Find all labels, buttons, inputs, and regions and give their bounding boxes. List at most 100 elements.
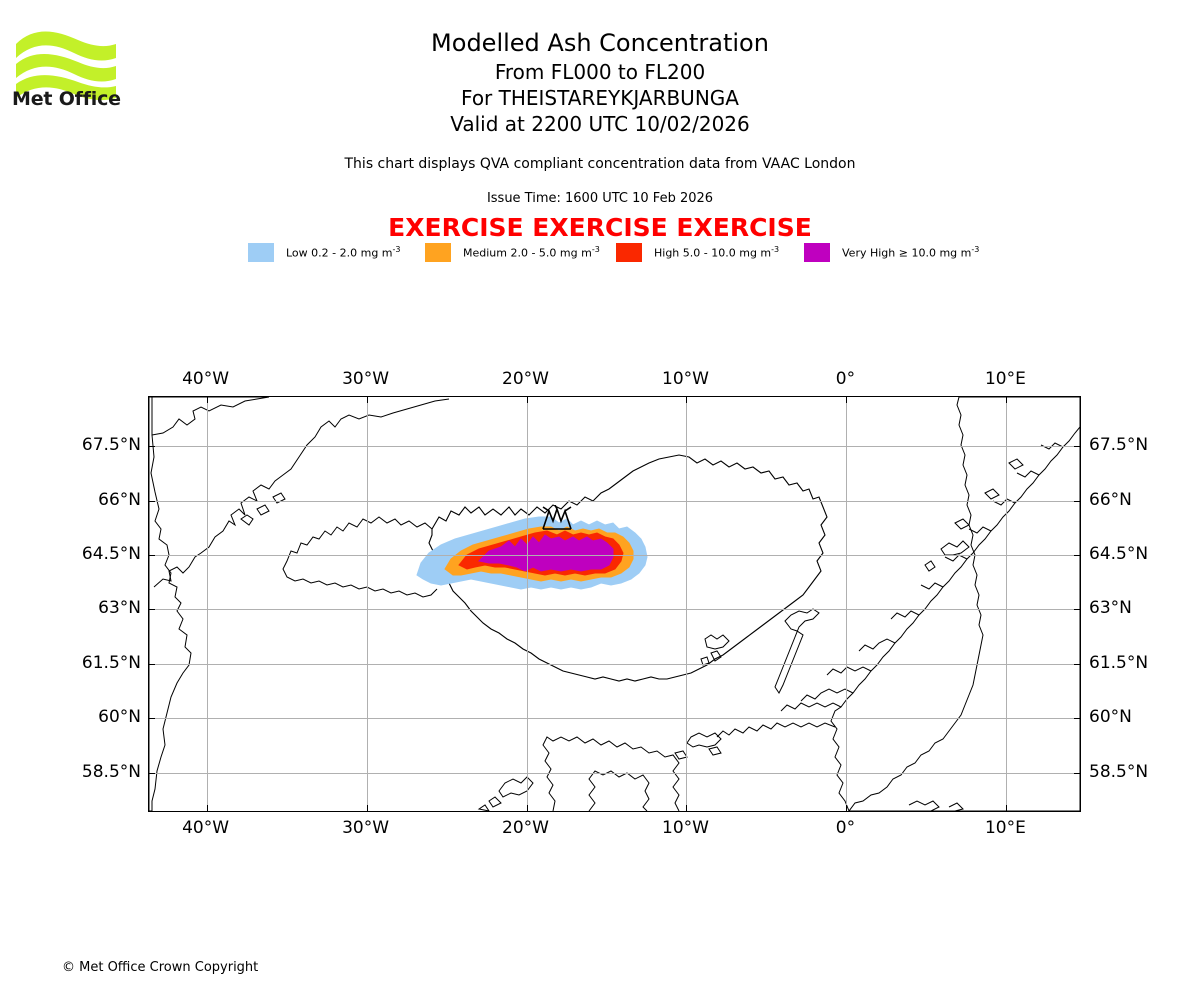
lon-label-bottom-4: 0° bbox=[835, 818, 856, 838]
lon-label-top-5: 10°E bbox=[984, 369, 1026, 389]
lat-label-left-5: 66°N bbox=[98, 489, 141, 510]
logo-wordmark: Met Office bbox=[12, 88, 121, 110]
volcano-source-marker bbox=[542, 505, 572, 530]
copyright-notice: © Met Office Crown Copyright bbox=[62, 960, 259, 975]
tick-bottom-lon-5 bbox=[1006, 805, 1008, 811]
coastline-greenland-detail bbox=[153, 398, 450, 588]
gridline-lat-6 bbox=[149, 446, 1080, 448]
coastline-iceland-fjords-nw bbox=[282, 516, 438, 598]
tick-top-lon-4 bbox=[846, 397, 848, 403]
coastline-hebrides bbox=[477, 776, 534, 811]
tick-left-lat-1 bbox=[149, 718, 155, 720]
tick-right-lat-3 bbox=[1074, 609, 1080, 611]
legend-label-0: Low 0.2 - 2.0 mg m-3 bbox=[286, 244, 401, 260]
tick-top-lon-3 bbox=[686, 397, 688, 403]
tick-left-lat-2 bbox=[149, 663, 155, 665]
gridline-lon-2 bbox=[526, 397, 528, 811]
tick-left-lat-0 bbox=[149, 772, 155, 774]
tick-top-lon-1 bbox=[366, 397, 368, 403]
lat-label-right-6: 67.5°N bbox=[1089, 435, 1149, 456]
tick-right-lat-2 bbox=[1074, 663, 1080, 665]
tick-right-lat-0 bbox=[1074, 772, 1080, 774]
gridline-lon-0 bbox=[206, 397, 208, 811]
page-title: Modelled Ash Concentration bbox=[431, 29, 769, 57]
lat-label-right-1: 60°N bbox=[1089, 707, 1132, 728]
coastline-norway-fjords bbox=[716, 442, 1064, 738]
gridline-lon-3 bbox=[686, 397, 688, 811]
lon-label-bottom-1: 30°W bbox=[342, 818, 390, 838]
ash-contour-very-high bbox=[477, 534, 614, 572]
tick-right-lat-6 bbox=[1074, 446, 1080, 448]
ash-plume-contours bbox=[416, 516, 648, 590]
gridline-lat-1 bbox=[149, 718, 1080, 720]
coastline-denmark-south bbox=[908, 800, 964, 811]
coastline-scotland bbox=[542, 736, 680, 811]
legend-swatch-high bbox=[616, 242, 642, 262]
tick-left-lat-6 bbox=[149, 446, 155, 448]
gridline-lon-1 bbox=[366, 397, 368, 811]
coastline-lofoten-islands bbox=[924, 458, 1024, 572]
legend-item-2: High 5.0 - 10.0 mg m-3 bbox=[616, 241, 779, 263]
tick-top-lon-5 bbox=[1006, 397, 1008, 403]
lat-label-right-5: 66°N bbox=[1089, 489, 1132, 510]
gridline-lon-5 bbox=[1006, 397, 1008, 811]
exercise-banner: EXERCISE EXERCISE EXERCISE bbox=[388, 213, 812, 242]
flight-level-range: From FL000 to FL200 bbox=[494, 60, 706, 84]
gridline-lat-5 bbox=[149, 500, 1080, 502]
gridline-lat-3 bbox=[149, 609, 1080, 611]
legend-swatch-medium bbox=[425, 242, 451, 262]
lon-label-bottom-2: 20°W bbox=[502, 818, 549, 838]
coastline-greenland bbox=[149, 397, 270, 811]
legend-swatch-low bbox=[248, 242, 274, 262]
lat-label-right-2: 61.5°N bbox=[1089, 652, 1149, 673]
tick-top-lon-2 bbox=[526, 397, 528, 403]
tick-left-lat-3 bbox=[149, 609, 155, 611]
lon-label-top-1: 30°W bbox=[342, 369, 390, 389]
lat-label-right-4: 64.5°N bbox=[1089, 543, 1149, 564]
gridline-lat-2 bbox=[149, 663, 1080, 665]
tick-left-lat-5 bbox=[149, 500, 155, 502]
ash-concentration-map bbox=[148, 396, 1081, 812]
legend-label-2: High 5.0 - 10.0 mg m-3 bbox=[654, 244, 780, 260]
lat-label-right-0: 58.5°N bbox=[1089, 761, 1149, 782]
lat-label-right-3: 63°N bbox=[1089, 598, 1132, 619]
tick-left-lat-4 bbox=[149, 554, 155, 556]
legend-item-1: Medium 2.0 - 5.0 mg m-3 bbox=[425, 241, 600, 263]
tick-bottom-lon-0 bbox=[206, 805, 208, 811]
gridline-lat-0 bbox=[149, 772, 1080, 774]
tick-bottom-lon-1 bbox=[366, 805, 368, 811]
lat-label-left-0: 58.5°N bbox=[81, 761, 141, 782]
legend-item-0: Low 0.2 - 2.0 mg m-3 bbox=[248, 241, 401, 263]
legend-swatch-very-high bbox=[804, 242, 830, 262]
gridline-lat-4 bbox=[149, 554, 1080, 556]
lon-label-bottom-0: 40°W bbox=[182, 818, 230, 838]
coastline-norway-west bbox=[830, 426, 1080, 811]
qva-note: This chart displays QVA compliant concen… bbox=[344, 156, 856, 172]
lat-label-left-6: 67.5°N bbox=[81, 435, 141, 456]
coastline-faroe-islands bbox=[700, 634, 730, 666]
coastline-shetland bbox=[774, 608, 820, 694]
legend-label-1: Medium 2.0 - 5.0 mg m-3 bbox=[463, 244, 600, 260]
tick-bottom-lon-4 bbox=[846, 805, 848, 811]
issue-time: Issue Time: 1600 UTC 10 Feb 2026 bbox=[486, 191, 714, 206]
gridline-lon-4 bbox=[846, 397, 848, 811]
chart-title-block: Modelled Ash Concentration From FL000 to… bbox=[0, 28, 1200, 137]
lon-label-top-4: 0° bbox=[835, 369, 856, 389]
lat-label-left-4: 64.5°N bbox=[81, 543, 141, 564]
volcano-name: For THEISTAREYKJARBUNGA bbox=[461, 86, 739, 110]
lat-label-left-3: 63°N bbox=[98, 598, 141, 619]
tick-right-lat-5 bbox=[1074, 500, 1080, 502]
tick-bottom-lon-3 bbox=[686, 805, 688, 811]
tick-right-lat-4 bbox=[1074, 554, 1080, 556]
valid-time: Valid at 2200 UTC 10/02/2026 bbox=[450, 112, 750, 136]
lon-label-top-3: 10°W bbox=[662, 369, 709, 389]
tick-bottom-lon-2 bbox=[526, 805, 528, 811]
lon-label-top-2: 20°W bbox=[502, 369, 549, 389]
concentration-legend: Low 0.2 - 2.0 mg m-3 Medium 2.0 - 5.0 mg … bbox=[248, 241, 988, 263]
lon-label-top-0: 40°W bbox=[182, 369, 230, 389]
legend-label-3: Very High ≥ 10.0 mg m-3 bbox=[842, 244, 980, 260]
lon-label-bottom-3: 10°W bbox=[662, 818, 709, 838]
lat-label-left-2: 61.5°N bbox=[81, 652, 141, 673]
tick-right-lat-1 bbox=[1074, 718, 1080, 720]
met-office-logo bbox=[12, 22, 132, 112]
